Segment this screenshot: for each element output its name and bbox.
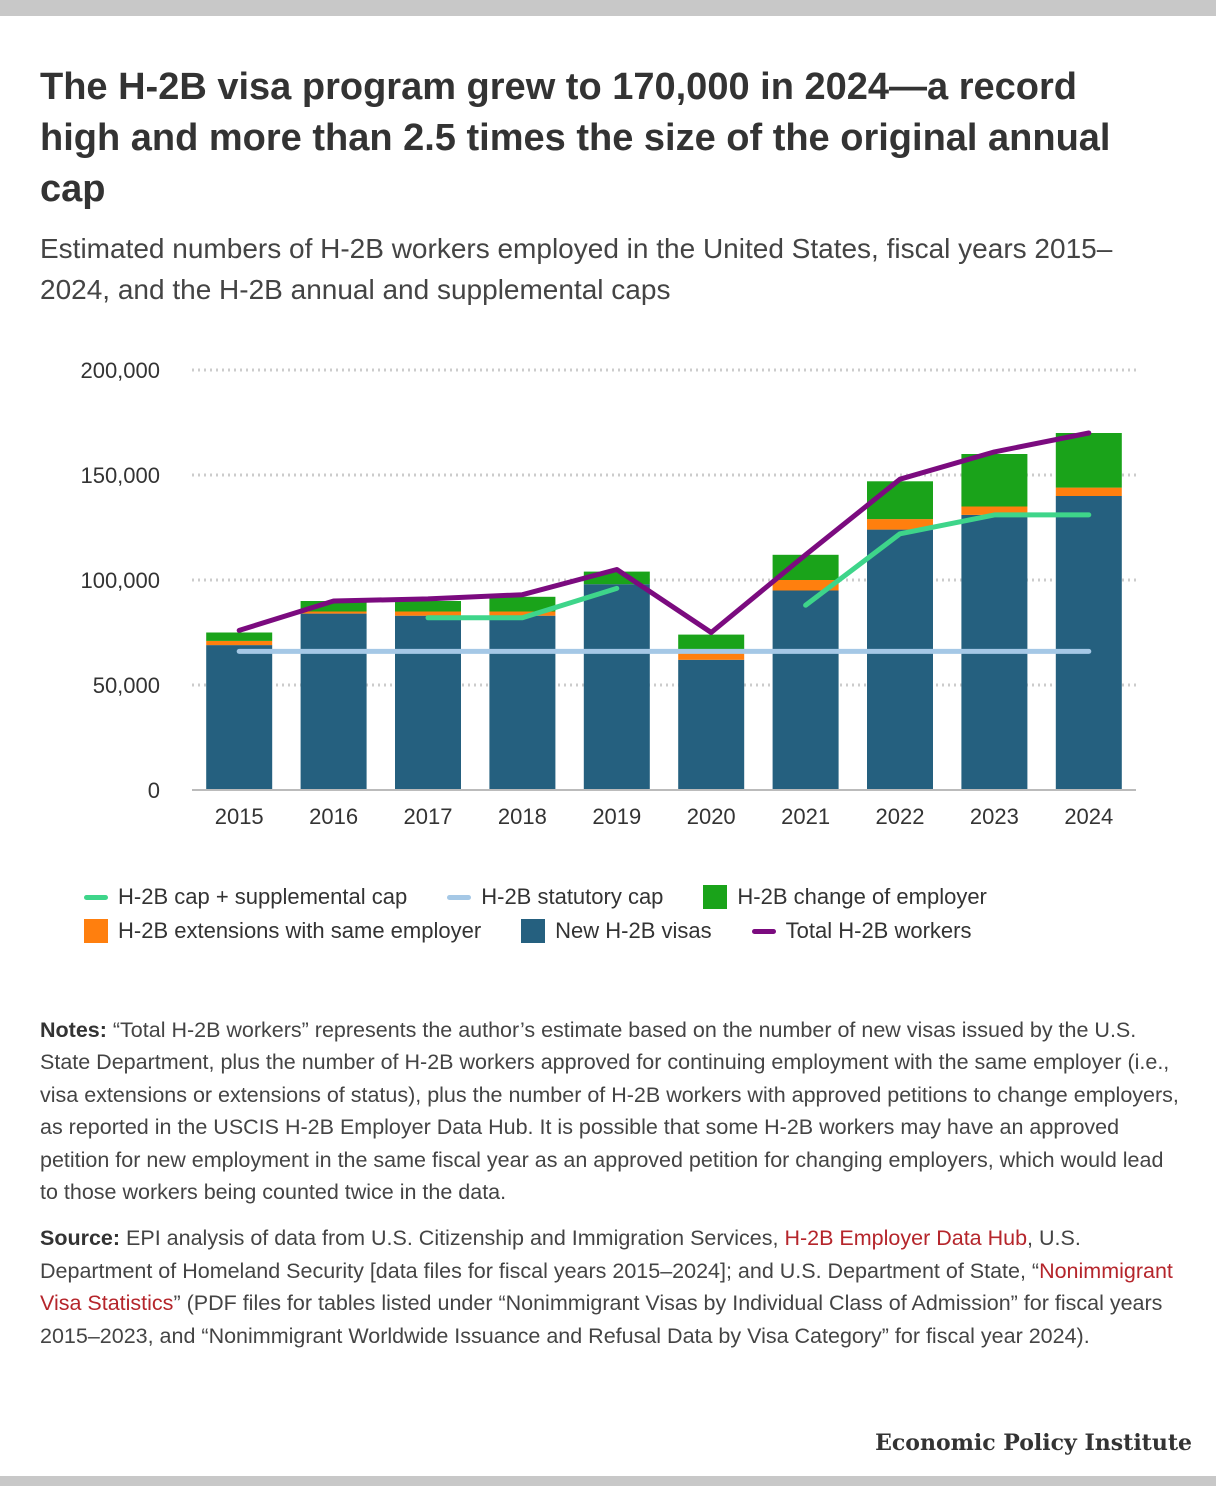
line-supplemental-segment-0 xyxy=(425,585,620,621)
bar-new-2020 xyxy=(678,659,745,790)
legend-swatch-extensions xyxy=(84,919,108,943)
bar-change-2024 xyxy=(1055,433,1122,488)
bar-extensions-2015 xyxy=(206,640,273,646)
x-tick-label: 2018 xyxy=(498,804,547,829)
bar-new-2022 xyxy=(867,529,933,790)
bar-extensions-2020 xyxy=(678,653,745,660)
x-tick-label: 2024 xyxy=(1064,804,1113,829)
bar-new-2018 xyxy=(489,615,556,790)
bar-change-2023 xyxy=(961,454,1028,507)
source-text-2: , U.S. Department of Homeland Security [… xyxy=(40,1226,1081,1283)
legend-swatch-new-visas xyxy=(521,919,546,943)
legend-label-change-of-employer: H-2B change of employer xyxy=(737,884,987,909)
bar-change-2015 xyxy=(206,632,273,641)
bar-new-2016 xyxy=(300,613,367,790)
y-tick-label: 50,000 xyxy=(93,673,160,698)
x-tick-label: 2022 xyxy=(876,804,925,829)
x-tick-label: 2017 xyxy=(404,804,453,829)
legend-item-change-of-employer: H-2B change of employer xyxy=(703,884,987,910)
legend-row-1: H-2B cap + supplemental cap H-2B statuto… xyxy=(84,880,1184,914)
x-tick-label: 2016 xyxy=(309,804,358,829)
bar-extensions-2024 xyxy=(1055,487,1122,496)
source-text-3: ” (PDF files for tables listed under “No… xyxy=(40,1291,1163,1348)
bar-new-2021 xyxy=(772,590,839,790)
bar-extensions-2022 xyxy=(867,519,933,530)
notes-text: “Total H-2B workers” represents the auth… xyxy=(40,1018,1179,1205)
legend-label-supplemental-cap: H-2B cap + supplemental cap xyxy=(118,884,408,909)
y-tick-label: 150,000 xyxy=(80,463,160,488)
x-tick-label: 2023 xyxy=(970,804,1019,829)
legend-swatch-total-workers xyxy=(751,928,776,934)
source-label: Source: xyxy=(40,1226,121,1251)
x-tick-label: 2020 xyxy=(687,804,736,829)
legend-item-total-workers: Total H-2B workers xyxy=(751,918,972,944)
stacked-bar-chart: 0 50,000 100,000 150,000 200,000 2015 2016 2017… xyxy=(80,358,1136,829)
x-tick-label: 2019 xyxy=(592,804,641,829)
x-tick-label: 2021 xyxy=(781,804,830,829)
bottom-border xyxy=(0,1476,1216,1486)
legend-item-extensions: H-2B extensions with same employer xyxy=(84,918,481,944)
legend-item-statutory-cap: H-2B statutory cap xyxy=(447,884,663,910)
y-tick-label: 0 xyxy=(148,778,160,803)
source-paragraph: Source: EPI analysis of data from U.S. C… xyxy=(40,1222,1180,1352)
bar-new-2015 xyxy=(206,645,273,790)
y-tick-label: 200,000 xyxy=(80,358,160,383)
bar-change-2017 xyxy=(395,601,461,612)
bar-extensions-2018 xyxy=(489,611,556,616)
legend-label-extensions: H-2B extensions with same employer xyxy=(118,918,482,943)
bar-new-2017 xyxy=(395,615,461,790)
bar-change-2018 xyxy=(489,596,556,612)
legend-item-new-visas: New H-2B visas xyxy=(521,918,712,944)
y-tick-label: 100,000 xyxy=(80,568,160,593)
bar-extensions-2023 xyxy=(961,506,1028,515)
bar-change-2022 xyxy=(867,481,933,520)
x-tick-label: 2015 xyxy=(215,804,264,829)
bar-extensions-2017 xyxy=(395,611,461,616)
source-link-visa-statistics[interactable]: Nonimmigrant Visa Statistics xyxy=(40,1258,1173,1316)
legend-row-2: H-2B extensions with same employer New H… xyxy=(84,914,1184,948)
legend-item-supplemental-cap: H-2B cap + supplemental cap xyxy=(84,884,407,910)
legend-label-total-workers: Total H-2B workers xyxy=(785,918,972,943)
legend-swatch-supplemental-cap xyxy=(84,894,108,900)
bar-change-2020 xyxy=(678,634,745,654)
top-border xyxy=(0,0,1216,16)
source-link-employer-data-hub[interactable]: H-2B Employer Data Hub xyxy=(784,1226,1028,1251)
legend-label-new-visas: New H-2B visas xyxy=(555,918,712,943)
chart-subtitle: Estimated numbers of H-2B workers employ… xyxy=(40,233,1113,305)
bar-extensions-2016 xyxy=(300,611,367,614)
source-text-1: EPI analysis of data from U.S. Citizensh… xyxy=(126,1226,779,1251)
notes-label: Notes: xyxy=(40,1018,107,1042)
legend-swatch-change-of-employer xyxy=(703,885,728,909)
line-total-segment-0 xyxy=(236,430,1092,635)
bar-change-2016 xyxy=(300,601,367,612)
notes-paragraph: Notes: “Total H-2B workers” represents t… xyxy=(40,1014,1180,1208)
legend-label-statutory-cap: H-2B statutory cap xyxy=(481,884,664,909)
line-supplemental-segment-1 xyxy=(803,512,1092,608)
notes-section: Notes: “Total H-2B workers” represents t… xyxy=(40,1014,1180,1366)
chart-title: The H-2B visa program grew to 170,000 in… xyxy=(40,66,1111,210)
bar-new-2024 xyxy=(1055,496,1122,790)
bar-new-2019 xyxy=(583,584,650,790)
bar-extensions-2021 xyxy=(772,580,839,591)
chart-legend: H-2B cap + supplemental cap H-2B statuto… xyxy=(84,880,1184,948)
epi-logo-text: Economic Policy Institute xyxy=(875,1430,1192,1456)
legend-swatch-statutory-cap xyxy=(447,894,472,900)
